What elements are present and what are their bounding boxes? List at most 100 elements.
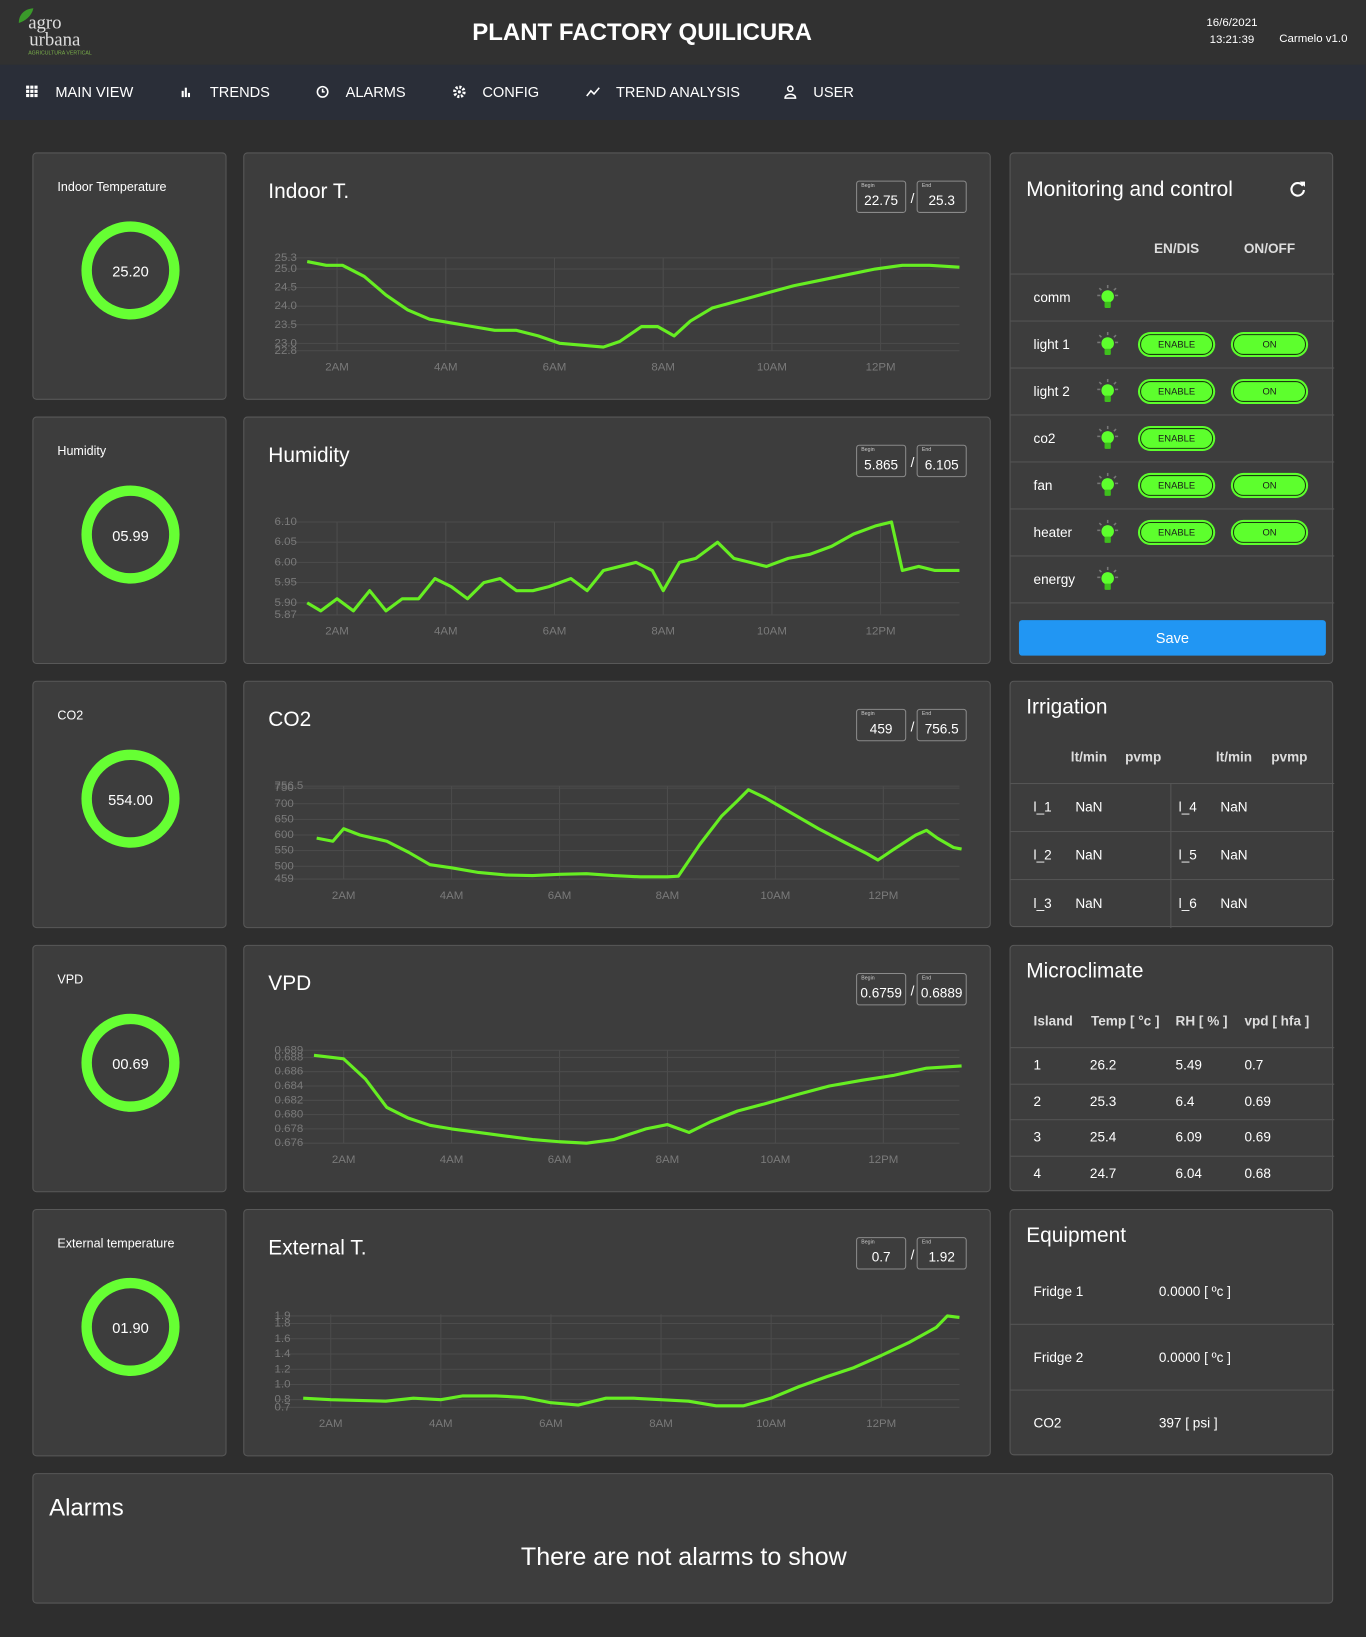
y-tick-label: 1.4 [275, 1348, 292, 1360]
table-cell: NaN [1220, 847, 1248, 863]
range-input-label: End [921, 1239, 932, 1246]
range-separator: / [910, 982, 915, 999]
refresh-button[interactable] [1288, 180, 1307, 199]
icon-part [457, 90, 461, 94]
x-tick-label: 10AM [760, 1154, 790, 1166]
logo-leaf [18, 8, 34, 23]
x-tick-label: 8AM [656, 890, 680, 902]
range-input[interactable]: Begin 0.7 [856, 1237, 907, 1270]
range-input[interactable]: Begin 459 [856, 708, 907, 742]
table-cell: 6.09 [1175, 1129, 1202, 1145]
icon-part [586, 87, 600, 97]
x-tick-label: 12PM [866, 1418, 896, 1430]
toggle-pill[interactable]: ENABLE [1140, 381, 1214, 402]
bulb-base [1104, 301, 1111, 308]
status-bulb [1097, 425, 1119, 449]
y-tick-label: 1.0 [275, 1378, 291, 1390]
toggle-pill[interactable]: ON [1232, 475, 1307, 496]
icon-part [786, 85, 794, 93]
x-tick-label: 2AM [332, 1154, 356, 1166]
status-bulb [1097, 331, 1119, 355]
range-input[interactable]: End 1.92 [916, 1237, 967, 1270]
column-header: RH [ % ] [1175, 1013, 1228, 1029]
page-title: PLANT FACTORY QUILICURA [472, 18, 812, 46]
range-input[interactable]: End 25.3 [916, 180, 967, 213]
nav-item[interactable]: USER [813, 83, 854, 101]
x-tick-label: 4AM [440, 1154, 464, 1166]
nav-item[interactable]: TRENDS [209, 83, 270, 101]
range-input-value: 756.5 [924, 720, 959, 737]
trend-title: External T. [268, 1236, 367, 1260]
y-tick-label: 5.87 [275, 609, 297, 621]
toggle-pill[interactable]: ON [1232, 522, 1307, 543]
y-tick-label: 1.9 [275, 1310, 291, 1322]
y-tick-label: 1.2 [275, 1363, 291, 1375]
y-tick-label: 700 [275, 798, 294, 810]
table-cell: 6.04 [1175, 1165, 1202, 1181]
trend-title: Humidity [268, 444, 350, 468]
gauge-panel: Humidity 05.99 [32, 416, 227, 664]
y-tick-label: 600 [275, 829, 294, 841]
header: agro urbana AGRICULTURA VERTICAL PLANT FACT… [0, 0, 1366, 65]
bulb-ray [1113, 428, 1117, 432]
irrigation-panel: Irrigation lt/min pvmp lt/min pvmp l_1 NaN l_4 N… [1009, 680, 1335, 929]
gauge [81, 485, 180, 584]
bulb-ray [1113, 475, 1117, 479]
time: 13:21:39 [1209, 33, 1255, 46]
toggle-pill[interactable]: ENABLE [1140, 475, 1214, 496]
status-bulb [1097, 378, 1119, 402]
gauge-label: VPD [57, 971, 84, 987]
bulb-ray [1098, 475, 1102, 479]
control-name: comm [1033, 289, 1071, 306]
range-input[interactable]: End 756.5 [916, 708, 967, 742]
nav-item[interactable]: CONFIG [482, 83, 540, 101]
bulb-base [1104, 395, 1111, 402]
bulb-ray [1098, 569, 1102, 573]
range-input-label: End [921, 182, 932, 189]
status-bulb [1097, 566, 1119, 590]
range-input-value: 5.865 [864, 456, 899, 473]
range-input[interactable]: Begin 5.865 [856, 444, 907, 478]
icon-part [26, 85, 30, 89]
gauge [81, 1013, 180, 1112]
range-separator: / [910, 454, 915, 471]
nav-item[interactable]: MAIN VIEW [55, 83, 134, 101]
row-divider [1010, 1323, 1335, 1325]
save-button[interactable]: Save [1018, 620, 1326, 656]
y-tick-label: 650 [275, 813, 294, 825]
range-input[interactable]: End 6.105 [916, 444, 967, 478]
range-separator: / [910, 190, 915, 207]
nav-item[interactable]: TREND ANALYSIS [615, 83, 740, 101]
x-tick-label: 6AM [543, 626, 567, 638]
microclimate-panel: Microclimate Island Temp [ °c ] RH [ % ] vpd… [1009, 944, 1335, 1192]
range-input-label: Begin [861, 446, 875, 454]
y-tick-label: 500 [275, 860, 294, 872]
toggle-pill[interactable]: ENABLE [1140, 428, 1214, 449]
nav-item[interactable]: ALARMS [345, 83, 406, 101]
toggle-pill[interactable]: ON [1232, 381, 1307, 402]
y-tick-label: 23.0 [275, 337, 297, 349]
y-tick-label: 6.05 [275, 536, 297, 548]
range-input-value: 459 [869, 720, 893, 737]
toggle-pill[interactable]: ON [1232, 334, 1307, 355]
logo-text: urbana [29, 28, 81, 50]
icon-part [30, 85, 34, 89]
bulb-glass [1101, 478, 1114, 491]
range-input[interactable]: End 0.6889 [916, 973, 967, 1006]
y-tick-label: 25.0 [275, 263, 297, 275]
monitoring-panel: Monitoring and control EN/DIS ON/OFF comm li… [1009, 152, 1335, 664]
column-header: EN/DIS [1153, 240, 1200, 257]
gauge-ring [81, 749, 180, 848]
bulb-ray [1098, 287, 1102, 291]
y-tick-label: 6.10 [275, 516, 297, 528]
bulb-ray [1098, 428, 1102, 432]
toggle-label: ENABLE [1158, 433, 1196, 444]
gauge-panel: VPD 00.69 [32, 944, 227, 1193]
range-input[interactable]: Begin 22.75 [856, 180, 907, 213]
table-cell: NaN [1220, 895, 1248, 911]
panel-title: Monitoring and control [1026, 178, 1233, 201]
toggle-pill[interactable]: ENABLE [1140, 334, 1214, 355]
toggle-pill[interactable]: ENABLE [1140, 522, 1214, 543]
range-input[interactable]: Begin 0.6759 [856, 973, 907, 1006]
